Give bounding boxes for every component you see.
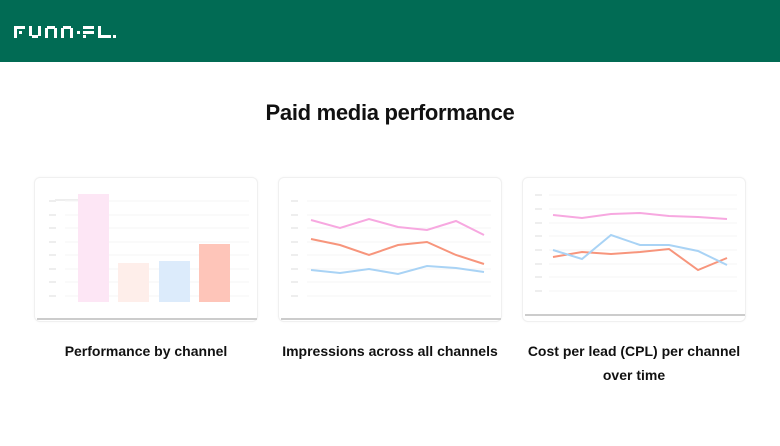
header-bar: [0, 0, 780, 62]
caption-cpl: Cost per lead (CPL) per channel over tim…: [527, 343, 741, 383]
y-axis-ticks: [49, 200, 56, 297]
bar-3: [159, 261, 190, 302]
series-b-line: [552, 247, 728, 272]
series-a-line: [552, 211, 728, 220]
page-title: Paid media performance: [265, 100, 515, 125]
chart-card-performance[interactable]: [34, 177, 258, 322]
bar-2: [118, 263, 149, 302]
series-b-line: [310, 238, 485, 265]
bar-1: [78, 194, 109, 302]
caption-impressions: Impressions across all channels: [282, 343, 498, 359]
series-c-line: [552, 233, 728, 266]
bar-chart: [37, 194, 257, 320]
caption-performance-by-channel: Performance by channel: [64, 343, 228, 359]
bar-4: [199, 244, 230, 302]
line-chart-cpl: [525, 194, 745, 316]
chart-card-cpl[interactable]: [522, 177, 746, 322]
line-chart-impressions: [281, 200, 501, 320]
series-a-line: [310, 217, 485, 236]
funnel-logo[interactable]: [14, 24, 126, 40]
series-c-line: [310, 264, 485, 276]
chart-card-impressions[interactable]: [278, 177, 502, 322]
